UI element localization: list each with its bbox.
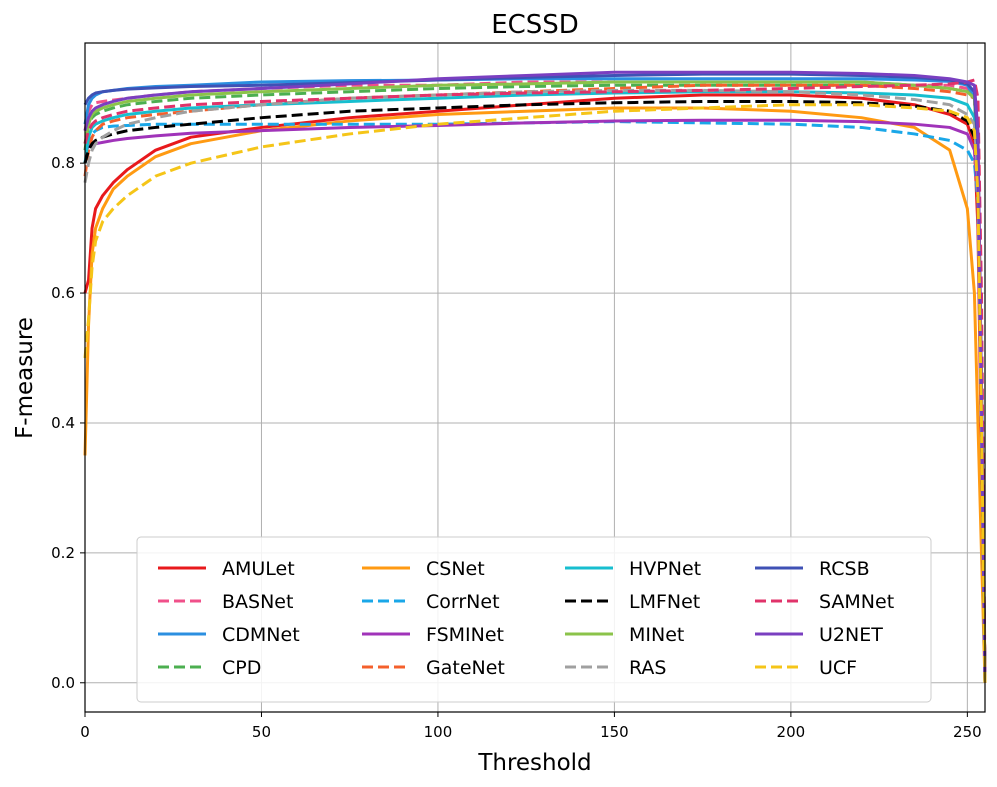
y-tick-label: 0.6 [51,284,75,302]
legend-label-csnet: CSNet [426,558,485,580]
series-line-ras [83,88,987,683]
y-tick-label: 0.0 [51,674,75,692]
series-line-ucf [83,103,987,683]
series-line-amulet [83,93,987,683]
y-tick-label: 0.4 [51,414,75,432]
series-line-fsminet [83,118,987,683]
legend-label-basnet: BASNet [222,591,293,613]
series-line-csnet [83,106,987,683]
legend-box [136,536,932,703]
series-line-u2net [83,70,987,683]
legend-label-samnet: SAMNet [819,591,894,613]
legend-label-lmfnet: LMFNet [629,591,700,613]
chart-title: ECSSD [491,10,579,40]
y-axis-label: F-measure [12,317,38,439]
y-tick-label: 0.8 [51,154,75,172]
series-line-hvpnet [83,90,987,683]
series-line-minet [83,80,987,683]
axis-ticks: 0 50 100 150 200 250 0.0 0.2 0.4 0.6 0.8 [51,154,982,741]
legend-label-rcsb: RCSB [819,558,870,580]
x-axis-label: Threshold [477,750,591,776]
x-tick-label: 150 [600,723,629,741]
x-tick-label: 200 [777,723,806,741]
legend-label-fsminet: FSMINet [426,624,504,646]
legend-label-u2net: U2NET [819,624,883,646]
plot-frame [84,42,986,713]
legend-label-cdmnet: CDMNet [222,624,300,646]
legend-label-ucf: UCF [819,657,857,679]
x-tick-label: 50 [252,723,271,741]
legend-label-hvpnet: HVPNet [629,558,701,580]
x-tick-label: 0 [80,723,90,741]
series-line-rcsb [83,72,987,683]
legend-label-gatenet: GateNet [426,657,505,679]
legend-label-minet: MINet [629,624,684,646]
x-tick-label: 250 [953,723,982,741]
y-tick-label: 0.2 [51,544,75,562]
legend: AMULet BASNet CDMNet CPD CSNet CorrNet FSMINet… [136,536,932,703]
legend-label-cpd: CPD [222,657,261,679]
legend-label-ras: RAS [629,657,667,679]
legend-label-corrnet: CorrNet [426,591,500,613]
x-tick-label: 100 [424,723,453,741]
legend-label-amulet: AMULet [222,558,295,580]
series-lines [83,70,987,683]
